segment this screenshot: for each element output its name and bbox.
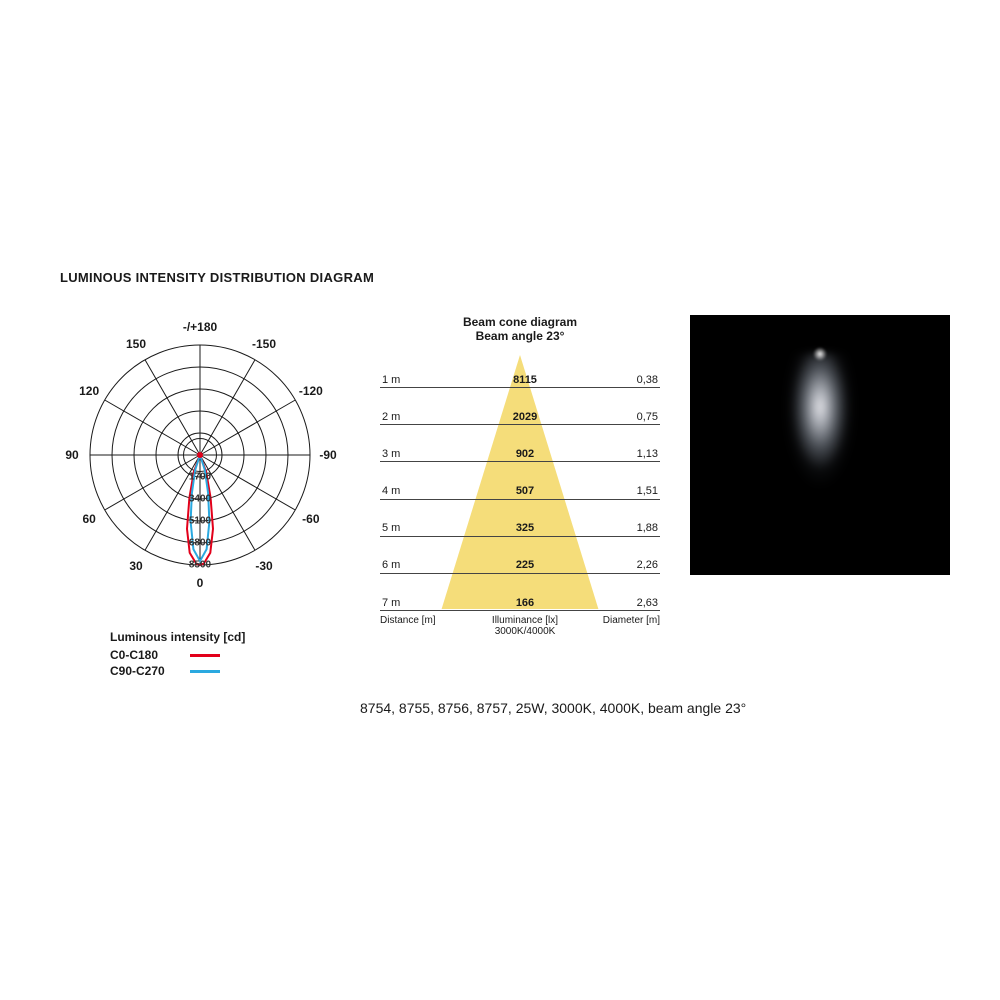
polar-chart: -/+180 -150 -120 -90 -60 -30 0 30 60 90 120 150 1700… (50, 315, 350, 615)
cone-diameter: 0,38 (600, 374, 660, 386)
beam-glow (780, 353, 860, 533)
legend-title: Luminous intensity [cd] (110, 630, 350, 644)
cone-col-labels: Distance [m] Illuminance [lx]3000K/4000K… (380, 615, 660, 637)
legend-label: C90-C270 (110, 664, 180, 678)
angle-label: 30 (129, 559, 142, 573)
cone-diameter: 2,63 (600, 597, 660, 609)
angle-label: -120 (299, 384, 323, 398)
ring-label: 5100 (189, 516, 211, 527)
cone-lx: 507 (450, 485, 600, 497)
angle-label: 90 (65, 448, 78, 462)
cone-row: 4 m5071,51 (380, 484, 660, 500)
angle-label: 0 (197, 576, 204, 590)
cone-diameter: 2,26 (600, 559, 660, 571)
cone-title-line1: Beam cone diagram (380, 315, 660, 329)
angle-label: -90 (319, 448, 336, 462)
legend-label: C0-C180 (110, 648, 180, 662)
angle-label: 150 (126, 337, 146, 351)
cone-diameter: 1,88 (600, 522, 660, 534)
cone-lx: 225 (450, 559, 600, 571)
ring-label: 6800 (189, 538, 211, 549)
cone-lx: 902 (450, 448, 600, 460)
panels-row: -/+180 -150 -120 -90 -60 -30 0 30 60 90 120 150 1700… (50, 315, 950, 680)
ring-label: 1700 (189, 472, 211, 483)
col-illuminance: Illuminance [lx]3000K/4000K (450, 615, 600, 637)
page-title: LUMINOUS INTENSITY DISTRIBUTION DIAGRAM (60, 270, 950, 285)
legend-swatch (190, 670, 220, 673)
angle-label: 60 (82, 512, 95, 526)
cone-lx: 8115 (450, 374, 600, 386)
caption-text: 8754, 8755, 8756, 8757, 25W, 3000K, 4000… (360, 700, 950, 716)
cone-distance: 6 m (380, 559, 450, 571)
col-diameter: Diameter [m] (600, 615, 660, 637)
angle-label: -/+180 (183, 320, 217, 334)
cone-row: 6 m2252,26 (380, 558, 660, 574)
cone-lx: 2029 (450, 411, 600, 423)
beam-apex (813, 347, 827, 361)
cone-distance: 1 m (380, 374, 450, 386)
cone-distance: 5 m (380, 522, 450, 534)
cone-diameter: 1,13 (600, 448, 660, 460)
cone-distance: 3 m (380, 448, 450, 460)
polar-panel: -/+180 -150 -120 -90 -60 -30 0 30 60 90 120 150 1700… (50, 315, 350, 680)
angle-label: -150 (252, 337, 276, 351)
cone-row: 3 m9021,13 (380, 446, 660, 462)
legend-swatch (190, 654, 220, 657)
cone-row: 7 m1662,63 (380, 595, 660, 611)
cone-chart: 1 m81150,382 m20290,753 m9021,134 m5071,… (380, 355, 660, 615)
cone-row: 2 m20290,75 (380, 409, 660, 425)
cone-diameter: 1,51 (600, 485, 660, 497)
angle-label: 120 (79, 384, 99, 398)
cone-title: Beam cone diagram Beam angle 23° (380, 315, 660, 343)
cone-row: 1 m81150,38 (380, 372, 660, 388)
cone-panel: Beam cone diagram Beam angle 23° 1 m8115… (380, 315, 660, 637)
cone-diameter: 0,75 (600, 411, 660, 423)
cone-distance: 4 m (380, 485, 450, 497)
angle-label: -30 (255, 559, 272, 573)
cone-distance: 7 m (380, 597, 450, 609)
beam-photo (690, 315, 950, 575)
ring-label: 3400 (189, 494, 211, 505)
cone-lx: 166 (450, 597, 600, 609)
cone-distance: 2 m (380, 411, 450, 423)
ring-label: 8500 (189, 560, 211, 571)
cone-title-line2: Beam angle 23° (380, 329, 660, 343)
legend-row: C0-C180 (110, 648, 350, 662)
polar-legend: Luminous intensity [cd] C0-C180 C90-C270 (110, 630, 350, 678)
cone-lx: 325 (450, 522, 600, 534)
cone-row: 5 m3251,88 (380, 521, 660, 537)
legend-row: C90-C270 (110, 664, 350, 678)
col-distance: Distance [m] (380, 615, 450, 637)
angle-label: -60 (302, 512, 319, 526)
